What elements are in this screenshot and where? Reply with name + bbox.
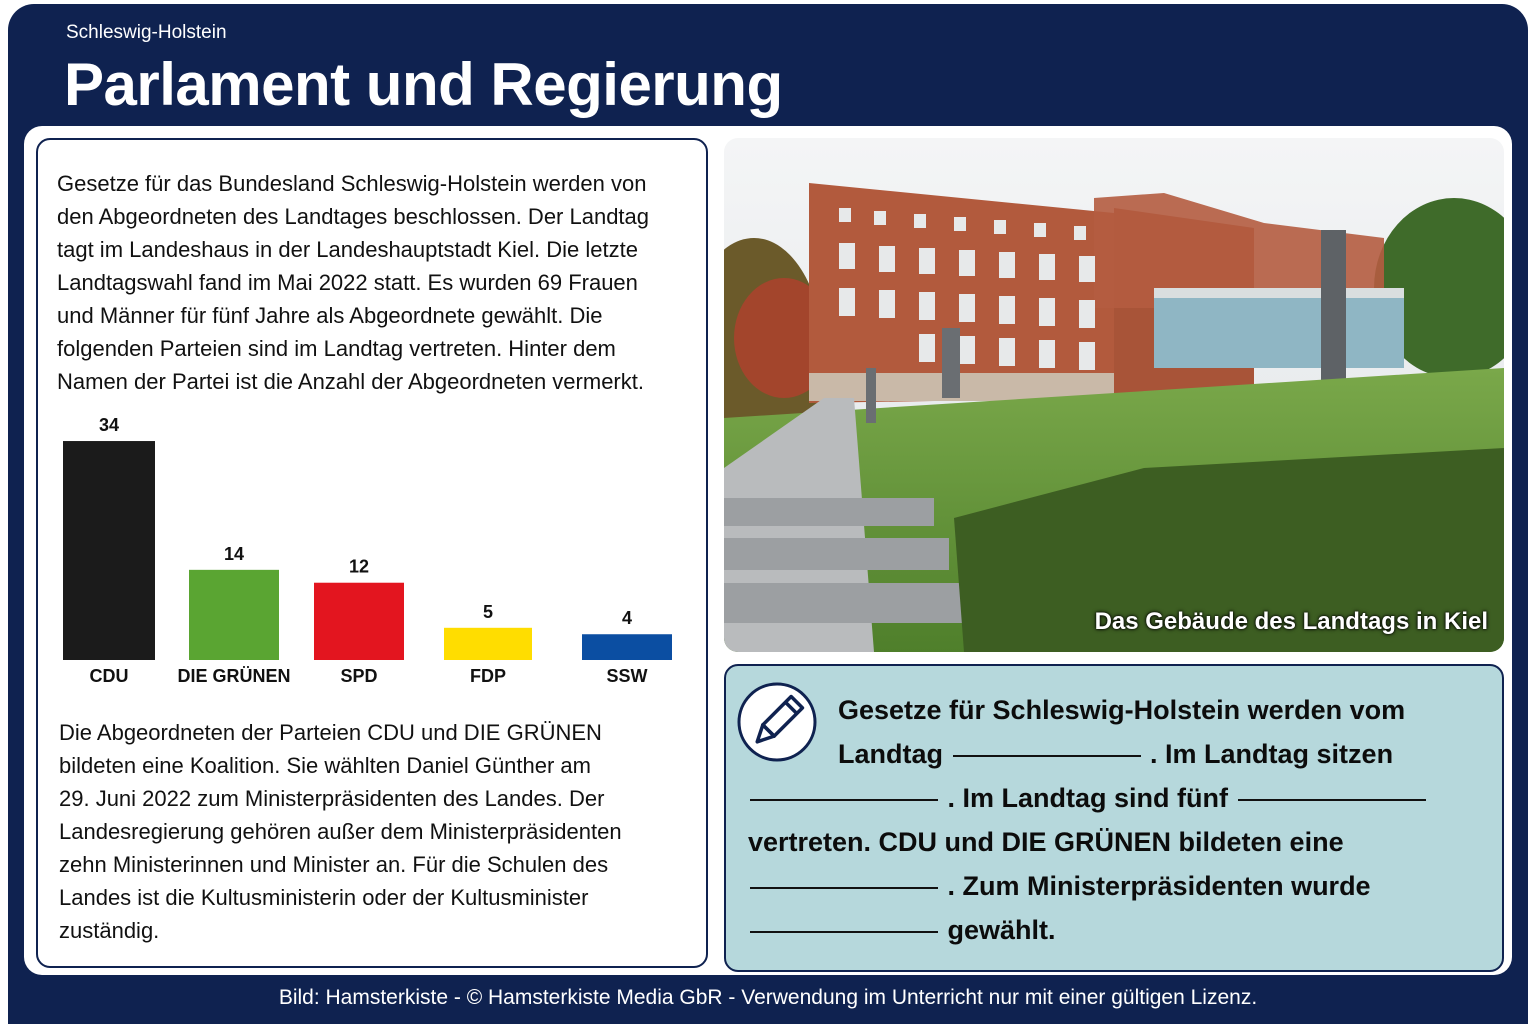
bar [189, 569, 279, 660]
text-box [36, 138, 708, 968]
intro-text: Gesetze für das Bundesland Schleswig-Hol… [57, 167, 649, 398]
blank [952, 755, 1141, 757]
exercise-segment: Gesetze für Schleswig-Holstein werden vo… [838, 695, 1406, 769]
exercise-text: Gesetze für Schleswig-Holstein werden vo… [748, 688, 1483, 952]
value-label: 5 [483, 602, 493, 622]
text-line: Die Abgeordneten der Parteien CDU und DI… [59, 720, 602, 745]
exercise-segment: . Im Landtag sind fünf [947, 783, 1228, 813]
text-line: Landesregierung gehören außer dem Minist… [59, 819, 622, 844]
text-line: folgenden Parteien sind im Landtag vertr… [57, 336, 616, 361]
category-label: DIE GRÜNEN [177, 666, 290, 686]
bar [63, 441, 155, 660]
text-line: Landtagswahl fand im Mai 2022 statt. Es … [57, 270, 638, 295]
blank [750, 887, 938, 889]
region: Schleswig-Holstein [66, 22, 227, 43]
text-line: den Abgeordneten des Landtages beschloss… [57, 204, 650, 229]
exercise-segment: vertreten. CDU und DIE GRÜNEN bildeten e… [748, 827, 1344, 857]
text-line: Namen der Partei ist die Anzahl der Abge… [57, 369, 644, 394]
text-line: Gesetze für das Bundesland Schleswig-Hol… [57, 171, 647, 196]
page-title: Parlament und Regierung [64, 51, 783, 118]
text-line: 29. Juni 2022 zum Ministerpräsidenten de… [59, 786, 605, 811]
category-label: FDP [470, 666, 506, 686]
photo-caption: Das Gebäude des Landtags in Kiel [1094, 608, 1488, 635]
exercise-segment: . Zum Ministerpräsidenten wurde [947, 871, 1371, 901]
value-label: 14 [224, 544, 244, 564]
bar [444, 627, 532, 660]
outro-text: Die Abgeordneten der Parteien CDU und DI… [59, 716, 622, 947]
text-line: zuständig. [59, 918, 160, 943]
exercise-box [724, 664, 1504, 972]
value-label: 4 [622, 608, 632, 628]
text-line: tagt im Landeshaus in der Landeshauptsta… [57, 237, 638, 262]
bar-chart: 34 CDU 14 DIE GRÜNEN 12 SPD 5 FDP 4 SSW [63, 415, 672, 686]
pencil-icon [737, 682, 817, 762]
text-line: Landes ist die Kultusministerin oder der… [59, 885, 589, 910]
blank [750, 931, 938, 933]
text-line: zehn Ministerinnen und Minister an. Für … [59, 852, 609, 877]
value-label: 34 [99, 415, 119, 435]
text-line: und Männer für fünf Jahre als Abgeordnet… [57, 303, 603, 328]
footer: Bild: Hamsterkiste - © Hamsterkiste Medi… [278, 986, 1258, 1009]
photo [724, 138, 1504, 652]
category-label: SPD [340, 666, 377, 686]
exercise-segment: gewählt. [947, 915, 1056, 945]
exercise-segment: . Im Landtag sitzen [1150, 739, 1394, 769]
bar [582, 634, 672, 660]
blank [1237, 799, 1426, 801]
text-line: bildeten eine Koalition. Sie wählten Dan… [59, 753, 591, 778]
value-label: 12 [349, 557, 369, 577]
blank [750, 799, 938, 801]
category-label: CDU [90, 666, 129, 686]
bar [314, 582, 404, 660]
category-label: SSW [606, 666, 647, 686]
